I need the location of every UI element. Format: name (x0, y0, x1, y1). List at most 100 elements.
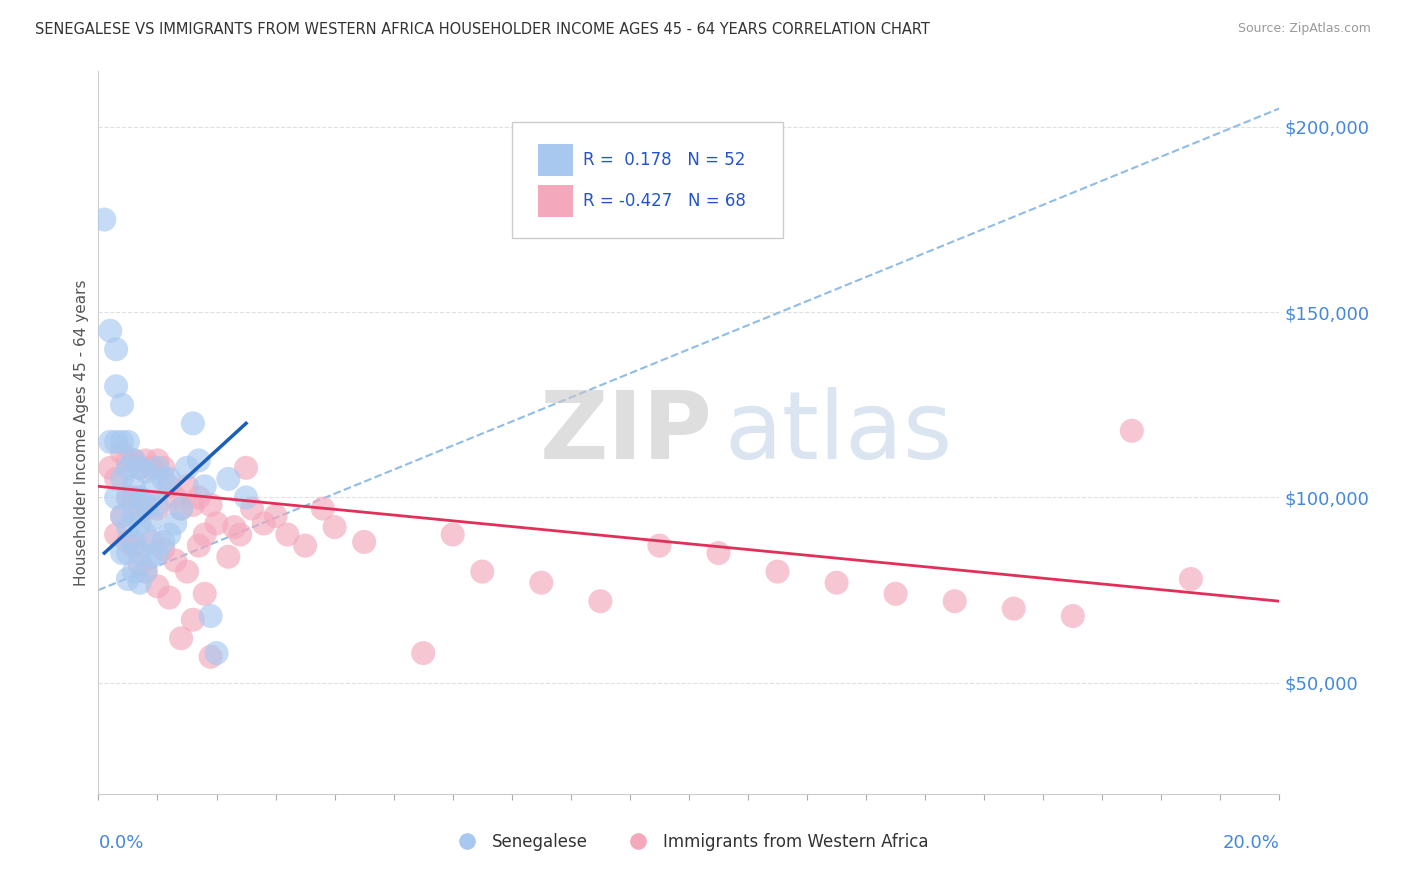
Point (117, 572, 139, 586)
Point (312, 501, 335, 516)
Point (170, 501, 193, 516)
Point (122, 479, 145, 493)
Point (105, 434, 128, 449)
Point (111, 446, 134, 460)
Point (146, 460, 169, 475)
Point (117, 535, 139, 549)
Point (229, 527, 252, 541)
Point (128, 491, 150, 505)
Point (181, 613, 204, 627)
Point (105, 472, 128, 486)
Point (264, 508, 287, 523)
Point (128, 546, 150, 560)
Point (471, 565, 494, 579)
Point (943, 594, 966, 608)
Y-axis label: Householder Income Ages 45 - 64 years: Householder Income Ages 45 - 64 years (75, 279, 89, 586)
Point (181, 498, 204, 512)
Point (353, 535, 375, 549)
Point (1062, 609, 1084, 624)
Point (165, 491, 187, 505)
Bar (537, 144, 574, 176)
Bar (537, 185, 574, 218)
Text: R = -0.427   N = 68: R = -0.427 N = 68 (582, 193, 745, 211)
Point (128, 505, 150, 519)
Point (141, 549, 163, 564)
Point (152, 542, 174, 557)
Point (128, 575, 150, 590)
Point (766, 565, 789, 579)
Point (98, 434, 121, 449)
Point (200, 609, 222, 624)
Text: 0.0%: 0.0% (98, 834, 143, 852)
Point (117, 434, 139, 449)
Point (235, 491, 257, 505)
Point (135, 527, 157, 541)
Point (170, 501, 193, 516)
Point (1180, 572, 1202, 586)
Point (128, 557, 150, 571)
Point (152, 460, 174, 475)
Point (530, 575, 553, 590)
Point (181, 417, 204, 431)
Point (200, 649, 222, 664)
Point (135, 501, 157, 516)
Point (141, 483, 163, 497)
Point (122, 535, 145, 549)
Point (111, 472, 134, 486)
Point (294, 539, 316, 553)
Point (157, 527, 180, 541)
Legend: Senegalese, Immigrants from Western Africa: Senegalese, Immigrants from Western Afri… (443, 827, 935, 858)
Point (105, 491, 128, 505)
Point (111, 434, 134, 449)
Point (122, 539, 145, 553)
Point (276, 527, 298, 541)
Point (141, 535, 163, 549)
Point (194, 527, 217, 541)
Point (117, 453, 139, 467)
Point (217, 472, 239, 486)
Point (135, 465, 157, 479)
Point (176, 479, 198, 493)
Point (323, 520, 346, 534)
Point (111, 508, 134, 523)
Point (194, 479, 217, 493)
Point (187, 539, 209, 553)
Point (98, 460, 121, 475)
Point (111, 546, 134, 560)
Point (146, 498, 169, 512)
Point (122, 505, 145, 519)
Point (111, 398, 134, 412)
Point (253, 516, 276, 531)
Text: Source: ZipAtlas.com: Source: ZipAtlas.com (1237, 22, 1371, 36)
Point (884, 587, 907, 601)
Text: ZIP: ZIP (540, 386, 713, 479)
Point (117, 546, 139, 560)
Point (187, 453, 209, 467)
Point (205, 516, 228, 531)
Point (187, 491, 209, 505)
Point (157, 479, 180, 493)
Point (135, 453, 157, 467)
Text: R =  0.178   N = 52: R = 0.178 N = 52 (582, 151, 745, 169)
Point (176, 565, 198, 579)
Point (235, 460, 257, 475)
Point (135, 565, 157, 579)
Point (707, 546, 730, 560)
Point (122, 453, 145, 467)
Point (105, 343, 128, 357)
Point (205, 646, 228, 660)
Point (157, 591, 180, 605)
Point (441, 527, 464, 541)
Point (224, 520, 246, 534)
Point (240, 501, 263, 516)
Point (128, 516, 150, 531)
Text: SENEGALESE VS IMMIGRANTS FROM WESTERN AFRICA HOUSEHOLDER INCOME AGES 45 - 64 YEA: SENEGALESE VS IMMIGRANTS FROM WESTERN AF… (35, 22, 929, 37)
Point (146, 501, 169, 516)
Point (117, 491, 139, 505)
Point (157, 472, 180, 486)
Point (152, 535, 174, 549)
Point (141, 513, 163, 527)
Point (146, 546, 169, 560)
Point (176, 460, 198, 475)
Point (165, 516, 187, 531)
